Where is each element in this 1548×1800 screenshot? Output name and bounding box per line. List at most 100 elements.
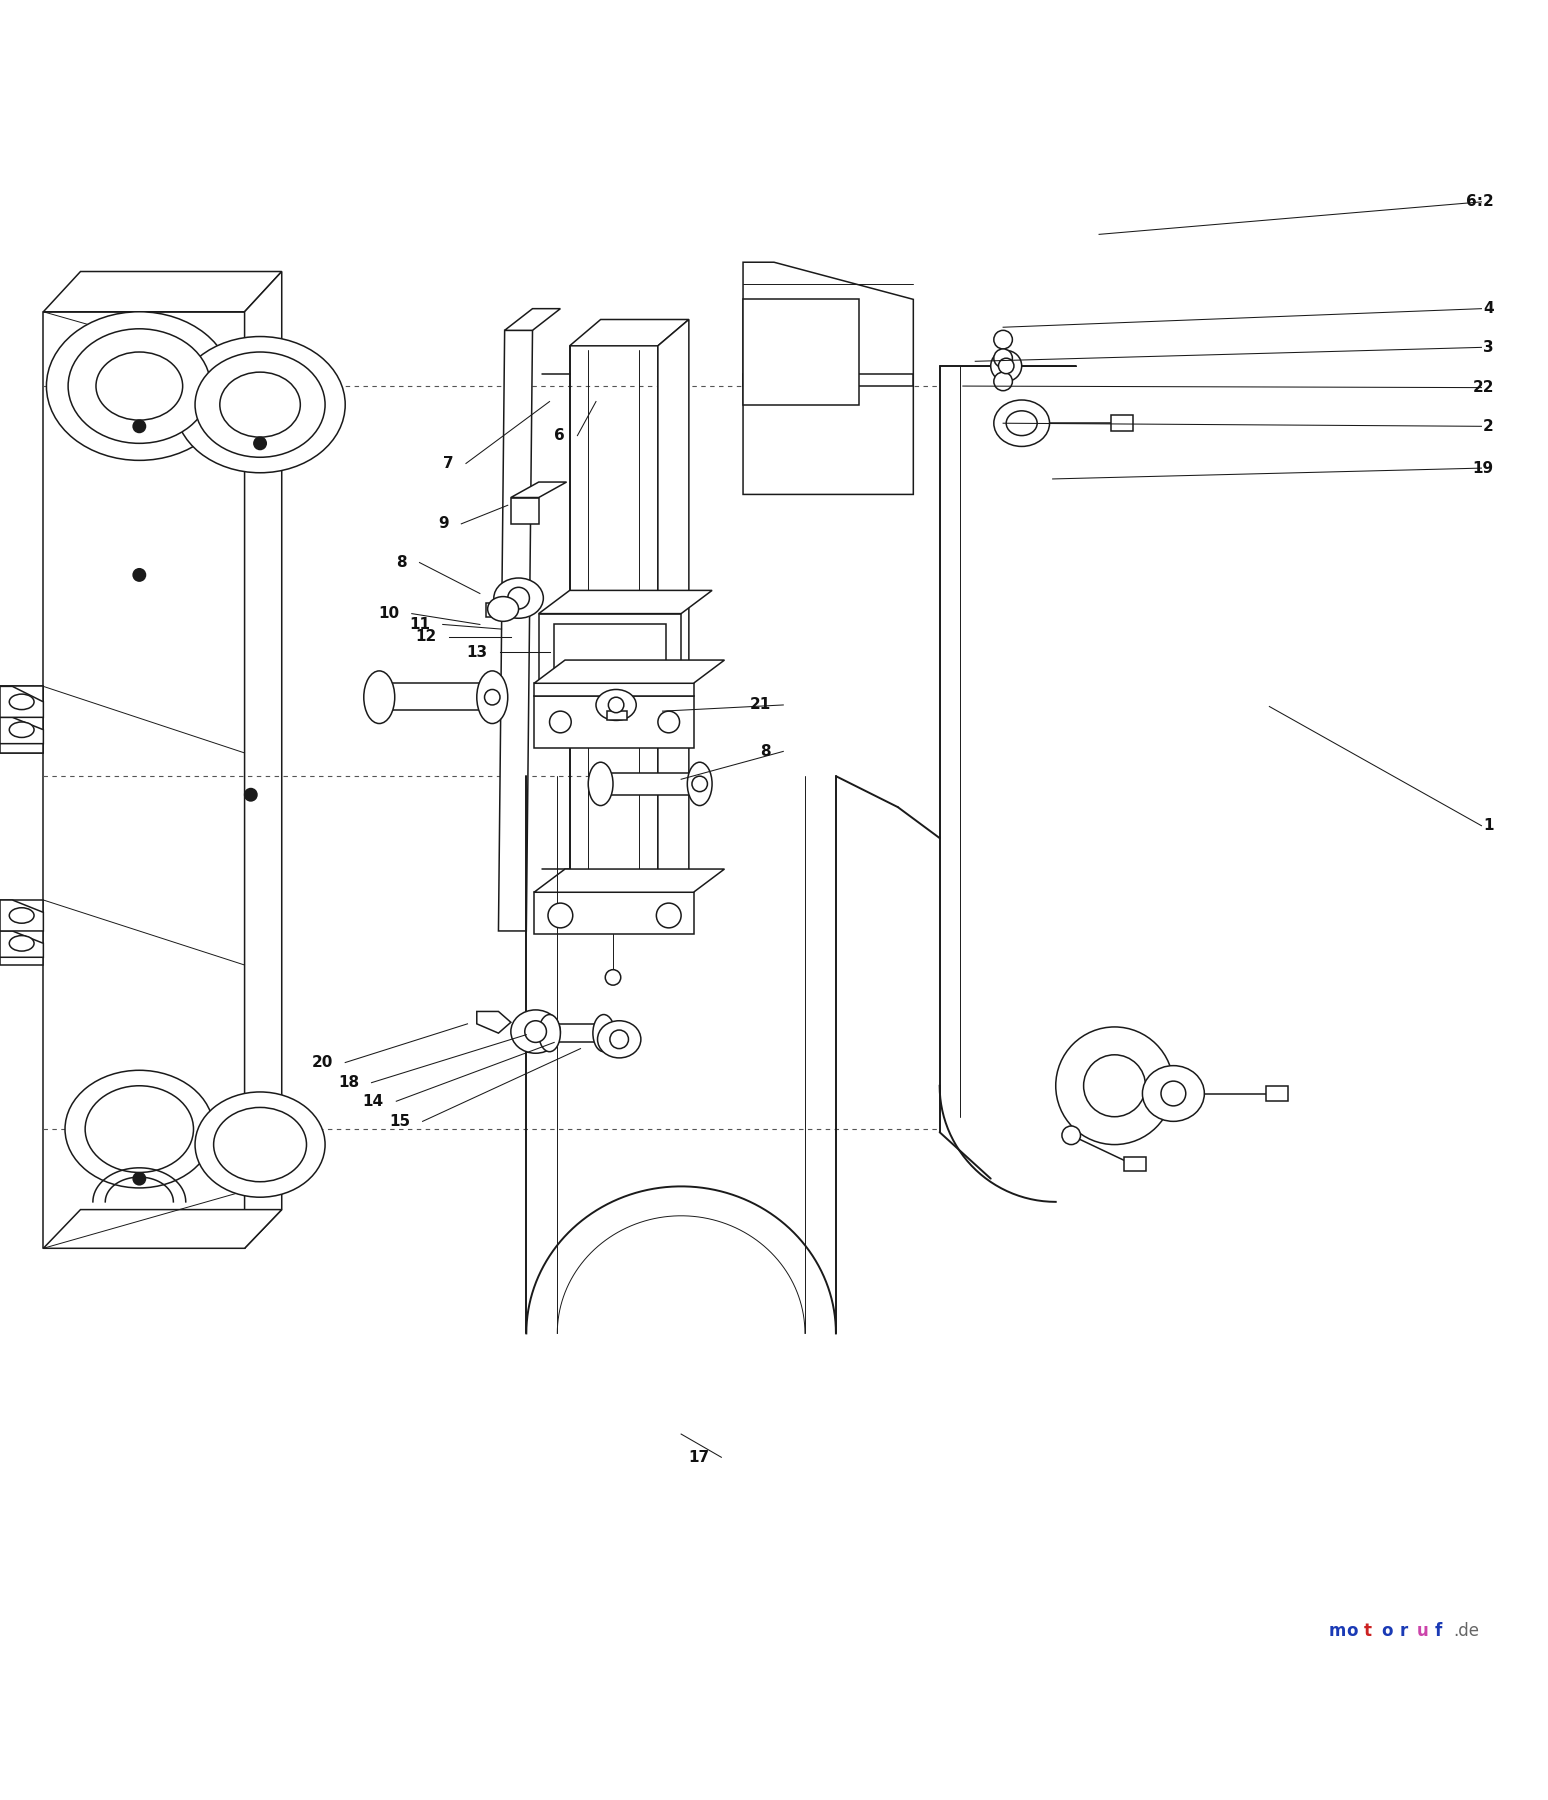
Ellipse shape: [494, 578, 543, 617]
Circle shape: [610, 1030, 628, 1049]
Text: 11: 11: [409, 617, 430, 632]
Ellipse shape: [9, 695, 34, 709]
Polygon shape: [539, 614, 681, 684]
Polygon shape: [539, 590, 712, 614]
Ellipse shape: [593, 1015, 615, 1051]
Text: t: t: [1364, 1622, 1372, 1640]
Circle shape: [550, 711, 571, 733]
Circle shape: [994, 373, 1012, 391]
Ellipse shape: [220, 373, 300, 437]
Circle shape: [245, 788, 257, 801]
Text: 17: 17: [687, 1449, 709, 1465]
Ellipse shape: [687, 761, 712, 806]
Ellipse shape: [1006, 410, 1037, 436]
Text: 22: 22: [1472, 380, 1494, 396]
Ellipse shape: [588, 761, 613, 806]
Text: 20: 20: [311, 1055, 333, 1069]
Circle shape: [1056, 1028, 1173, 1145]
Circle shape: [254, 437, 266, 450]
Ellipse shape: [214, 1107, 307, 1183]
Text: 12: 12: [415, 630, 437, 644]
Polygon shape: [1266, 1085, 1288, 1102]
Polygon shape: [534, 695, 694, 749]
Ellipse shape: [175, 337, 345, 473]
Polygon shape: [511, 482, 567, 497]
Text: m: m: [1328, 1622, 1345, 1640]
Polygon shape: [43, 311, 245, 1249]
Polygon shape: [511, 497, 539, 524]
Circle shape: [525, 1021, 546, 1042]
Polygon shape: [570, 320, 689, 346]
Text: 21: 21: [749, 697, 771, 713]
Text: 6: 6: [554, 428, 565, 443]
Circle shape: [485, 689, 500, 706]
Text: f: f: [1435, 1622, 1443, 1640]
Polygon shape: [379, 684, 492, 709]
Polygon shape: [0, 686, 43, 752]
Polygon shape: [534, 684, 694, 695]
Text: 4: 4: [1483, 301, 1494, 317]
Circle shape: [608, 697, 624, 713]
Text: 1: 1: [1483, 819, 1494, 833]
Circle shape: [692, 776, 707, 792]
Polygon shape: [1124, 1157, 1146, 1170]
Circle shape: [133, 1172, 146, 1184]
Ellipse shape: [596, 689, 636, 720]
Polygon shape: [43, 1210, 282, 1249]
Ellipse shape: [85, 1085, 194, 1172]
Polygon shape: [505, 308, 560, 331]
Polygon shape: [743, 299, 859, 405]
Ellipse shape: [477, 671, 508, 724]
Text: u: u: [1418, 1622, 1429, 1640]
Polygon shape: [0, 900, 43, 965]
Ellipse shape: [598, 1021, 641, 1058]
Ellipse shape: [488, 596, 519, 621]
Text: 2: 2: [1483, 419, 1494, 434]
Polygon shape: [601, 772, 700, 796]
Circle shape: [994, 349, 1012, 367]
Text: 8: 8: [396, 554, 407, 571]
Ellipse shape: [511, 1010, 560, 1053]
Circle shape: [508, 587, 529, 608]
Ellipse shape: [9, 722, 34, 738]
Polygon shape: [743, 374, 913, 385]
Ellipse shape: [195, 1093, 325, 1197]
Text: 7: 7: [443, 455, 454, 472]
Text: 10: 10: [378, 607, 399, 621]
Polygon shape: [534, 893, 694, 934]
Polygon shape: [607, 711, 627, 720]
Circle shape: [656, 904, 681, 927]
Text: 15: 15: [389, 1114, 410, 1129]
Circle shape: [605, 970, 621, 985]
Circle shape: [133, 419, 146, 432]
Polygon shape: [554, 625, 666, 670]
Text: 3: 3: [1483, 340, 1494, 355]
Circle shape: [1161, 1082, 1186, 1105]
Polygon shape: [0, 718, 43, 743]
Polygon shape: [658, 320, 689, 916]
Ellipse shape: [46, 311, 232, 461]
Polygon shape: [0, 686, 43, 752]
Polygon shape: [743, 263, 913, 495]
Circle shape: [998, 358, 1014, 374]
Ellipse shape: [1142, 1066, 1204, 1121]
Circle shape: [1062, 1127, 1081, 1145]
Ellipse shape: [994, 400, 1050, 446]
Polygon shape: [245, 272, 282, 1249]
Polygon shape: [43, 272, 282, 311]
Text: 14: 14: [362, 1094, 384, 1109]
Text: 9: 9: [438, 517, 449, 531]
Text: o: o: [1345, 1622, 1358, 1640]
Polygon shape: [550, 1024, 604, 1042]
Polygon shape: [534, 661, 724, 684]
Text: 8: 8: [760, 743, 771, 760]
Text: 13: 13: [466, 644, 488, 661]
Polygon shape: [1111, 416, 1133, 430]
Text: 19: 19: [1472, 461, 1494, 475]
Polygon shape: [486, 603, 508, 617]
Polygon shape: [0, 900, 43, 931]
Circle shape: [133, 569, 146, 581]
Circle shape: [548, 904, 573, 927]
Ellipse shape: [195, 353, 325, 457]
Ellipse shape: [991, 351, 1022, 382]
